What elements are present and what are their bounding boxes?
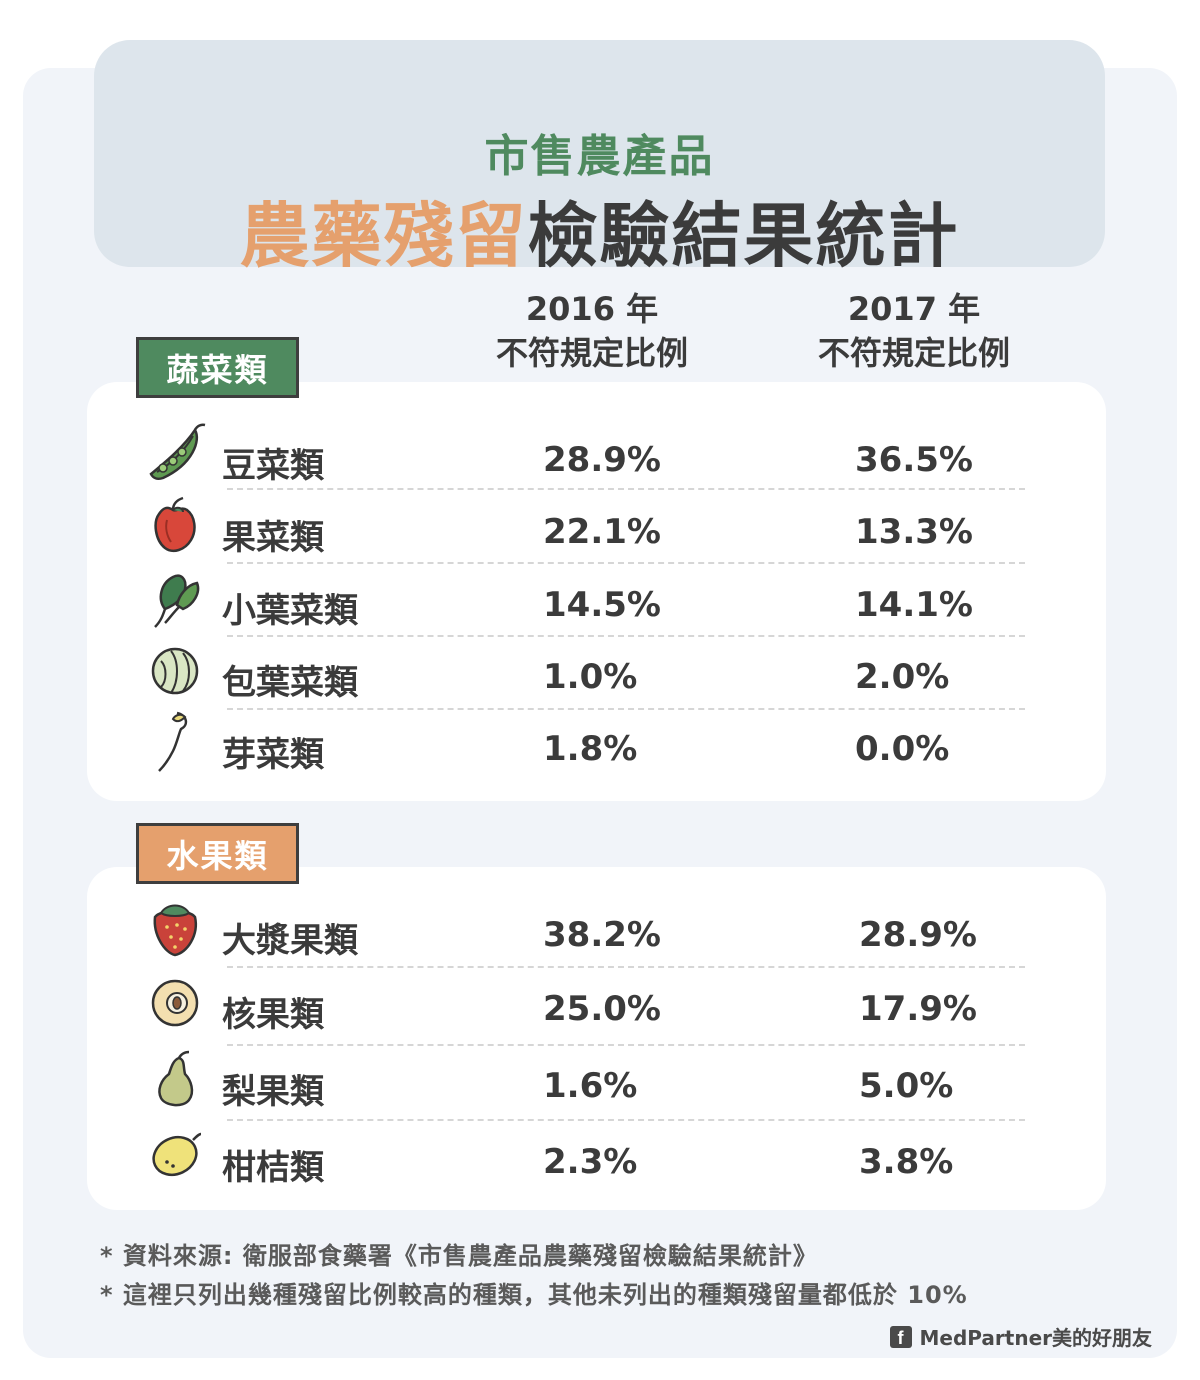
title-rest: 檢驗結果統計 [527,195,960,277]
table-row: 柑桔類 2.3% 3.8% [87,1132,1106,1188]
row-divider [227,966,1025,968]
pear-icon [158,1050,194,1107]
vegetables-panel: 豆菜類 28.9% 36.5% 果菜類 22.1% 13.3% 小葉菜類 14.… [87,382,1106,801]
column-year: 2017 年 [847,290,981,328]
table-row: 包葉菜類 1.0% 2.0% [87,647,1106,703]
value-2016: 2.3% [543,1142,638,1182]
column-header-2017: 2017 年 不符規定比例 [754,287,1074,375]
table-row: 核果類 25.0% 17.9% [87,979,1106,1035]
value-2017: 3.8% [859,1142,954,1182]
lemon-icon [152,1132,202,1177]
cabbage-icon [151,647,199,695]
page-title: 農藥殘留檢驗結果統計 [94,180,1105,281]
column-label: 不符規定比例 [495,334,688,372]
category-name: 核果類 [222,995,324,1035]
title-highlight: 農藥殘留 [239,195,528,277]
category-name: 果菜類 [222,518,324,558]
row-divider [227,1044,1025,1046]
table-row: 果菜類 22.1% 13.3% [87,496,1106,558]
category-name: 芽菜類 [222,735,324,775]
value-2016: 1.6% [543,1066,638,1106]
value-2016: 22.1% [543,512,661,552]
value-2016: 25.0% [543,989,661,1029]
table-row: 大漿果類 38.2% 28.9% [87,904,1106,961]
row-divider [227,1119,1025,1121]
section-tag-fruits: 水果類 [136,823,299,884]
value-2017: 17.9% [859,989,977,1029]
value-2017: 0.0% [855,729,950,769]
table-row: 梨果類 1.6% 5.0% [87,1050,1106,1112]
category-name: 大漿果類 [222,921,358,961]
value-2017: 28.9% [859,915,977,955]
facebook-icon: f [889,1325,912,1348]
section-tag-label: 水果類 [166,836,269,875]
value-2016: 1.0% [543,657,638,697]
value-2016: 38.2% [543,915,661,955]
category-name: 梨果類 [222,1072,324,1112]
value-2017: 14.1% [855,585,973,625]
column-label: 不符規定比例 [817,334,1010,372]
leafy-greens-icon [154,574,200,628]
value-2017: 36.5% [855,440,973,480]
section-tag-vegetables: 蔬菜類 [136,337,299,398]
subtitle: 市售農產品 [484,131,715,182]
value-2017: 2.0% [855,657,950,697]
value-2017: 13.3% [855,512,973,552]
row-divider [227,488,1025,490]
column-year: 2016 年 [525,290,659,328]
row-divider [227,562,1025,564]
value-2016: 14.5% [543,585,661,625]
title-card: 市售農產品 農藥殘留檢驗結果統計 [94,40,1105,277]
strawberry-icon [153,904,198,957]
fruits-panel: 大漿果類 38.2% 28.9% 核果類 25.0% 17.9% 梨果類 1.6… [87,867,1106,1210]
disclaimer-note: * 這裡只列出幾種殘留比例較高的種類，其他未列出的種類殘留量都低於 10% [100,1281,968,1309]
category-name: 豆菜類 [222,446,324,486]
bell-pepper-icon [154,496,196,552]
category-name: 包葉菜類 [222,663,358,703]
credit: f MedPartner美的好朋友 [889,1322,1153,1351]
bean-sprout-icon [158,711,188,772]
row-divider [227,708,1025,710]
category-name: 柑桔類 [222,1148,324,1188]
value-2017: 5.0% [859,1066,954,1106]
value-2016: 1.8% [543,729,638,769]
column-header-2016: 2016 年 不符規定比例 [432,287,752,375]
peach-icon [151,979,199,1027]
value-2016: 28.9% [543,440,661,480]
source-note: * 資料來源: 衛服部食藥署《市售農產品農藥殘留檢驗結果統計》 [100,1242,818,1270]
table-row: 小葉菜類 14.5% 14.1% [87,574,1106,631]
category-name: 小葉菜類 [222,591,358,631]
pea-pod-icon [149,423,206,481]
credit-text: MedPartner美的好朋友 [919,1326,1153,1350]
table-row: 芽菜類 1.8% 0.0% [87,711,1106,775]
row-divider [227,635,1025,637]
table-row: 豆菜類 28.9% 36.5% [87,423,1106,486]
